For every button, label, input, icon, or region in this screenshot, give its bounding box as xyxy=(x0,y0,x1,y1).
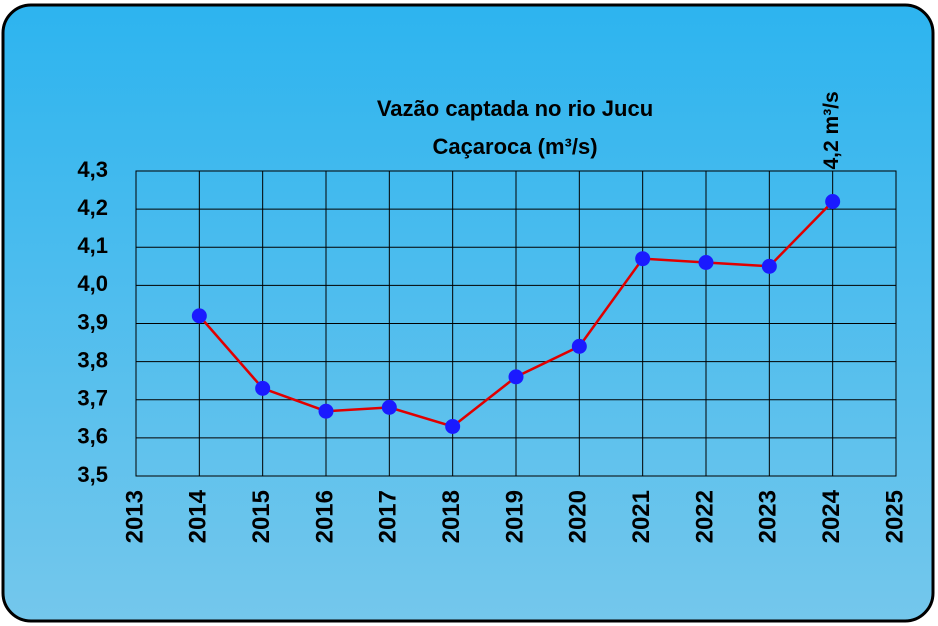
y-tick-label: 4,1 xyxy=(77,233,108,258)
x-tick-label: 2013 xyxy=(121,490,148,543)
y-tick-label: 4,0 xyxy=(77,271,108,296)
x-tick-label: 2017 xyxy=(375,490,402,543)
x-tick-label: 2023 xyxy=(755,490,782,543)
annotation: 4,2 m³/s xyxy=(820,91,843,169)
y-tick-label: 3,5 xyxy=(77,462,108,487)
x-tick-label: 2022 xyxy=(691,490,718,543)
x-tick-label: 2021 xyxy=(628,490,655,543)
point xyxy=(255,380,271,396)
x-tick-label: 2016 xyxy=(311,490,338,543)
y-tick-label: 4,3 xyxy=(77,157,108,182)
background xyxy=(1,3,935,623)
x-tick-label: 2015 xyxy=(248,490,275,543)
point xyxy=(698,255,714,270)
point xyxy=(191,308,207,324)
x-tick-label: 2025 xyxy=(881,490,908,543)
point xyxy=(635,251,651,267)
chart-title: Caçaroca (m³/s) xyxy=(432,134,597,159)
point xyxy=(825,194,841,209)
point xyxy=(508,369,524,385)
x-tick-label: 2020 xyxy=(565,490,592,543)
point xyxy=(445,418,461,434)
x-tick-label: 2014 xyxy=(185,489,212,543)
x-tick-label: 2019 xyxy=(501,490,528,543)
point xyxy=(318,403,334,419)
y-tick-label: 3,6 xyxy=(77,424,108,449)
y-tick-label: 3,9 xyxy=(77,309,108,334)
chart-title: Vazão captada no rio Jucu xyxy=(377,96,653,121)
point xyxy=(761,258,777,274)
x-tick-label: 2018 xyxy=(438,490,465,543)
y-tick-label: 3,7 xyxy=(77,386,108,411)
y-tick-label: 3,8 xyxy=(77,347,108,372)
x-tick-label: 2024 xyxy=(818,489,845,543)
point xyxy=(381,399,397,415)
y-tick-label: 4,2 xyxy=(77,195,108,220)
point xyxy=(571,338,587,354)
